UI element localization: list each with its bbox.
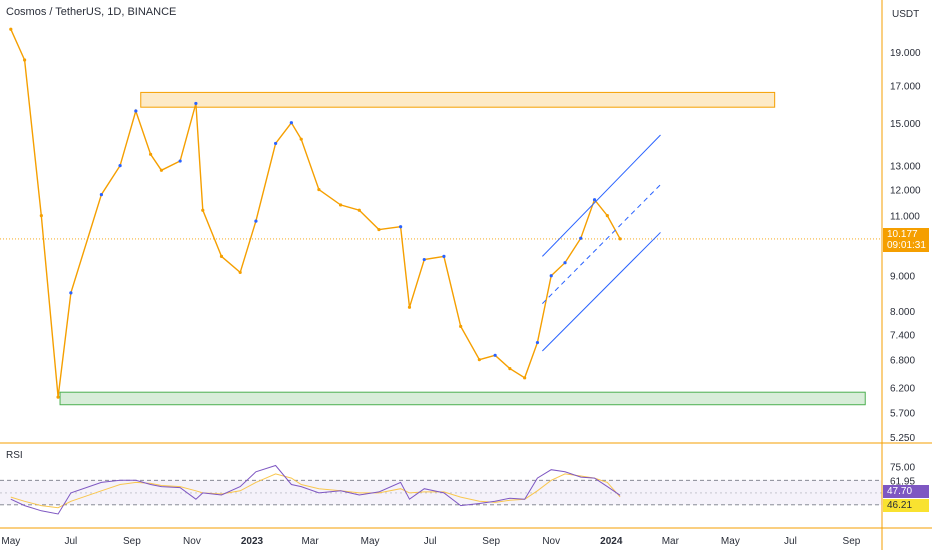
price-point <box>118 164 122 168</box>
price-point <box>99 193 103 197</box>
price-point <box>149 152 153 156</box>
price-tick-label: 7.400 <box>890 330 915 341</box>
price-tick-label: 9.000 <box>890 272 915 283</box>
time-tick-label: Sep <box>123 536 141 547</box>
channel-lower-line <box>542 232 661 352</box>
price-point <box>69 291 73 295</box>
channel-middle-line <box>542 184 661 304</box>
zones-layer <box>0 91 882 406</box>
price-point <box>317 187 321 192</box>
price-point <box>219 254 224 259</box>
price-point <box>9 27 13 31</box>
price-tick-label: 19.000 <box>890 48 921 59</box>
price-tick-label: 6.200 <box>890 383 915 394</box>
price-point <box>592 198 597 202</box>
price-tick-label: 5.700 <box>890 409 915 420</box>
price-point <box>194 101 198 106</box>
channel-layer <box>542 134 661 352</box>
time-tick-label: Sep <box>843 536 861 547</box>
price-line <box>10 28 621 398</box>
price-point <box>238 270 242 275</box>
price-point <box>493 353 497 357</box>
time-tick-label: Jul <box>784 536 797 547</box>
price-point <box>563 261 567 265</box>
price-point <box>357 208 361 212</box>
rsi-ma-line <box>10 473 621 509</box>
time-tick-label: 2024 <box>600 536 623 547</box>
price-point <box>178 159 182 163</box>
bar-countdown: 09:01:31 <box>887 240 926 251</box>
price-tick-label: 8.000 <box>890 307 915 318</box>
price-point <box>289 121 293 125</box>
last-price-badge: 10.177 09:01:31 <box>883 228 929 252</box>
time-tick-label: 2023 <box>241 536 264 547</box>
price-point <box>399 225 403 229</box>
price-point <box>442 254 446 259</box>
rsi-panel <box>0 464 882 515</box>
price-point <box>201 208 205 212</box>
rsi-tick-label: 75.00 <box>890 463 915 474</box>
last-price-value: 10.177 <box>887 229 918 240</box>
time-tick-label: Mar <box>301 536 319 547</box>
time-tick-label: May <box>721 536 740 547</box>
time-tick-label: Mar <box>662 536 680 547</box>
channel-upper-line <box>542 134 661 257</box>
time-tick-label: May <box>361 536 380 547</box>
resistance-zone <box>140 91 776 108</box>
time-tick-label: May <box>1 536 20 547</box>
rsi-ma-value-badge: 46.21 <box>883 499 929 512</box>
price-unit: USDT <box>892 9 920 20</box>
time-tick-label: Sep <box>482 536 500 547</box>
price-point <box>23 58 27 62</box>
price-point <box>605 214 609 218</box>
time-tick-label: Jul <box>64 536 77 547</box>
price-tick-label: 6.800 <box>890 356 915 367</box>
price-tick-label: 13.000 <box>890 162 921 173</box>
price-point <box>407 305 412 309</box>
price-point <box>523 376 527 380</box>
price-point <box>299 137 303 141</box>
price-point <box>134 109 138 113</box>
price-point <box>535 340 540 345</box>
price-series-layer <box>9 27 622 399</box>
price-point <box>159 168 164 172</box>
support-zone <box>59 391 866 406</box>
price-point <box>422 257 426 262</box>
time-tick-label: Jul <box>424 536 437 547</box>
chart-title: Cosmos / TetherUS, 1D, BINANCE <box>6 6 177 18</box>
price-point <box>274 141 278 146</box>
price-point <box>39 214 43 218</box>
price-tick-label: 11.000 <box>890 212 920 223</box>
price-point <box>338 203 343 207</box>
time-tick-label: Nov <box>542 536 560 547</box>
price-point <box>579 236 583 240</box>
price-point <box>618 237 622 241</box>
price-tick-label: 17.000 <box>890 81 921 92</box>
price-tick-label: 15.000 <box>890 119 921 130</box>
price-point <box>477 358 481 362</box>
price-point <box>254 219 258 223</box>
price-point <box>549 274 553 278</box>
time-tick-label: Nov <box>183 536 201 547</box>
price-tick-label: 5.250 <box>890 433 915 444</box>
rsi-tick-label: 61.95 <box>890 476 915 487</box>
price-point <box>56 395 60 399</box>
price-point <box>459 324 463 328</box>
price-tick-label: 12.000 <box>890 186 921 197</box>
rsi-line <box>10 464 621 515</box>
rsi-indicator-label[interactable]: RSI <box>6 450 23 461</box>
price-point <box>508 367 512 371</box>
rsi-value-badge: 47.70 <box>883 485 929 498</box>
price-point <box>377 227 381 232</box>
